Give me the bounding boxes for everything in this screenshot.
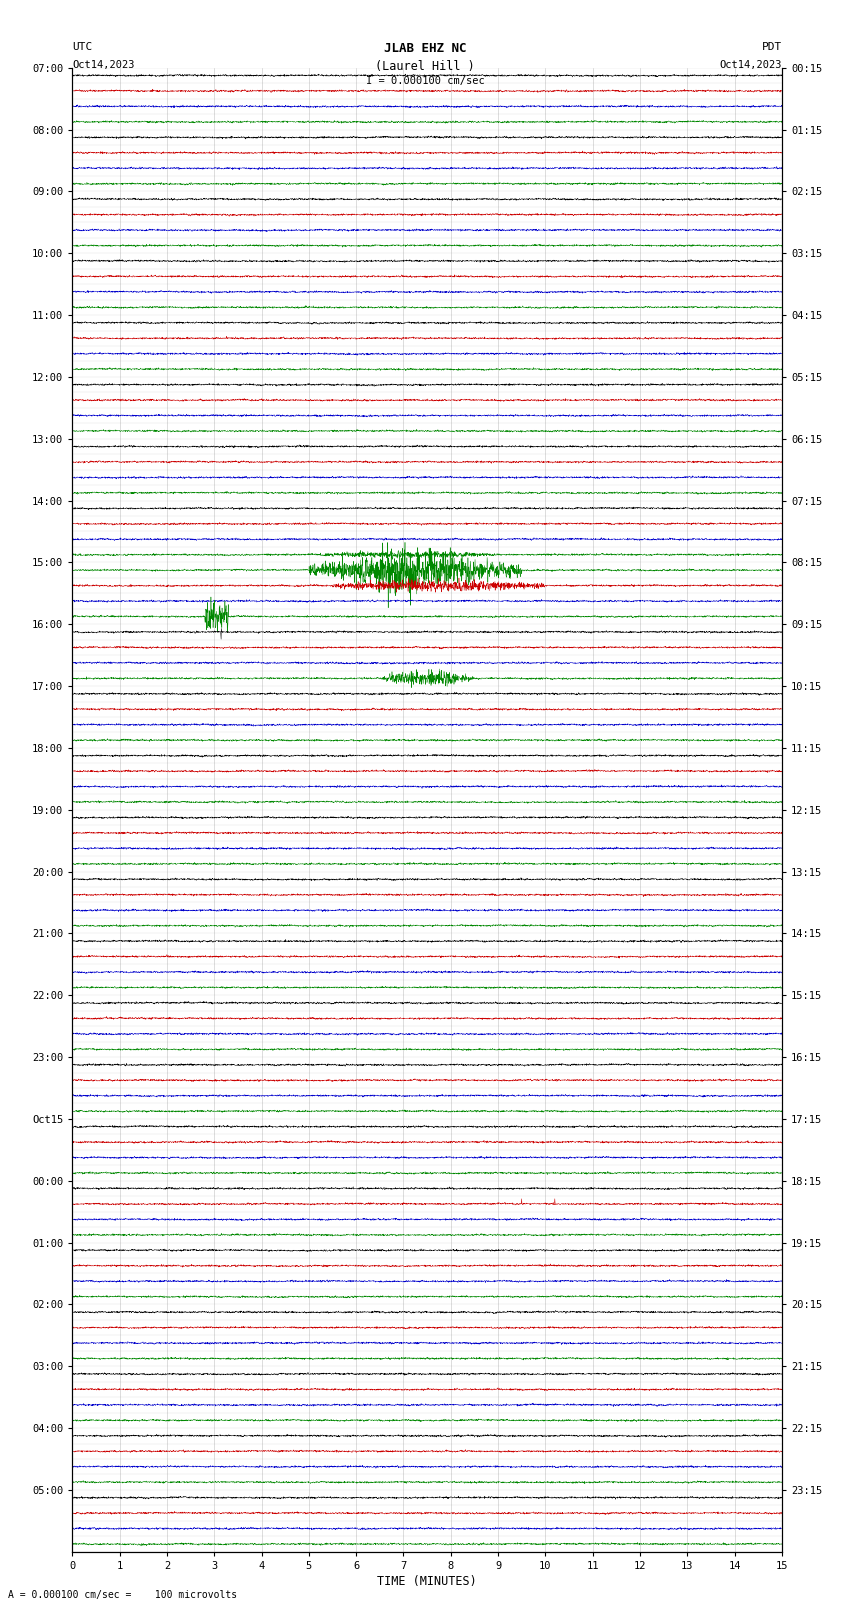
- Text: Oct14,2023: Oct14,2023: [72, 60, 135, 69]
- Text: UTC: UTC: [72, 42, 93, 52]
- Text: Oct14,2023: Oct14,2023: [719, 60, 782, 69]
- Text: PDT: PDT: [762, 42, 782, 52]
- Text: JLAB EHZ NC: JLAB EHZ NC: [383, 42, 467, 55]
- Text: A = 0.000100 cm/sec =    100 microvolts: A = 0.000100 cm/sec = 100 microvolts: [8, 1590, 238, 1600]
- Text: (Laurel Hill ): (Laurel Hill ): [375, 60, 475, 73]
- Text: I = 0.000100 cm/sec: I = 0.000100 cm/sec: [366, 76, 484, 85]
- X-axis label: TIME (MINUTES): TIME (MINUTES): [377, 1574, 477, 1587]
